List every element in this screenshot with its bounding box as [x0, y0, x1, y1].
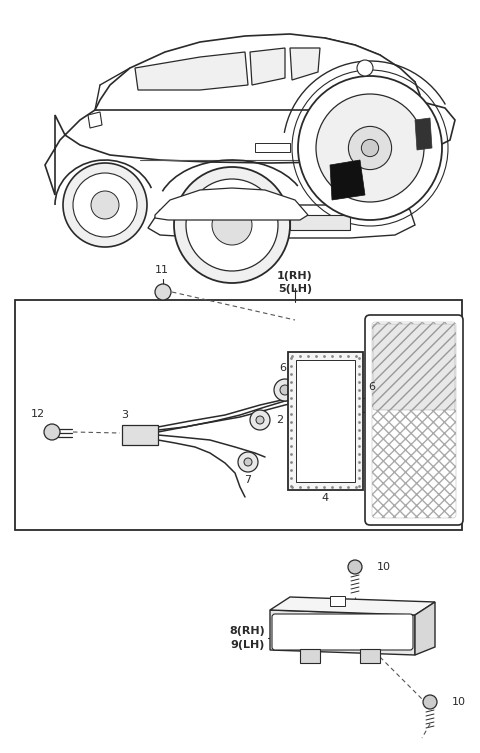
FancyBboxPatch shape	[365, 315, 463, 525]
Text: 1(RH)
5(LH): 1(RH) 5(LH)	[277, 271, 313, 294]
Text: 6: 6	[279, 363, 287, 373]
FancyBboxPatch shape	[272, 614, 413, 650]
Circle shape	[174, 167, 290, 283]
Circle shape	[423, 695, 437, 709]
Circle shape	[348, 560, 362, 574]
Text: 10: 10	[377, 562, 391, 572]
Bar	[15, 300, 462, 530]
Text: 3: 3	[121, 410, 129, 420]
Polygon shape	[155, 188, 308, 220]
Circle shape	[256, 416, 264, 424]
Circle shape	[212, 205, 252, 245]
Circle shape	[357, 60, 373, 76]
Circle shape	[73, 173, 137, 237]
Polygon shape	[88, 112, 102, 128]
Circle shape	[44, 424, 60, 440]
Circle shape	[186, 179, 278, 271]
Polygon shape	[270, 610, 415, 655]
Polygon shape	[415, 602, 435, 655]
Polygon shape	[95, 34, 420, 110]
Text: 6: 6	[369, 382, 375, 392]
Text: 8(RH)
9(LH): 8(RH) 9(LH)	[229, 626, 265, 650]
Bar	[330, 596, 345, 606]
Text: 4: 4	[322, 493, 329, 503]
Circle shape	[63, 163, 147, 247]
Text: 11: 11	[155, 265, 169, 275]
Polygon shape	[250, 48, 285, 85]
Circle shape	[348, 127, 392, 169]
Circle shape	[238, 452, 258, 472]
Bar	[349, 398, 371, 412]
Polygon shape	[45, 90, 455, 195]
Circle shape	[280, 385, 290, 395]
Circle shape	[316, 94, 424, 202]
Circle shape	[250, 410, 270, 430]
Polygon shape	[270, 597, 435, 615]
Circle shape	[244, 458, 252, 466]
Polygon shape	[415, 118, 432, 150]
Circle shape	[155, 284, 171, 300]
Bar	[255, 143, 290, 152]
Bar	[294, 383, 316, 397]
Circle shape	[335, 400, 345, 410]
Bar	[290, 215, 350, 230]
Bar	[288, 352, 363, 490]
Circle shape	[274, 379, 296, 401]
Polygon shape	[325, 118, 380, 165]
Bar	[300, 649, 320, 663]
Bar	[360, 649, 380, 663]
Text: 10: 10	[452, 697, 466, 707]
Polygon shape	[135, 52, 248, 90]
Text: 7: 7	[244, 475, 252, 485]
Circle shape	[329, 394, 351, 416]
Circle shape	[361, 139, 379, 157]
Bar	[296, 360, 355, 482]
Polygon shape	[290, 48, 320, 80]
Polygon shape	[330, 160, 365, 200]
Circle shape	[298, 76, 442, 220]
Text: 12: 12	[31, 409, 45, 419]
Polygon shape	[148, 205, 415, 238]
Circle shape	[91, 191, 119, 219]
Text: 2: 2	[276, 415, 283, 425]
Bar	[122, 425, 158, 445]
FancyBboxPatch shape	[373, 324, 455, 410]
